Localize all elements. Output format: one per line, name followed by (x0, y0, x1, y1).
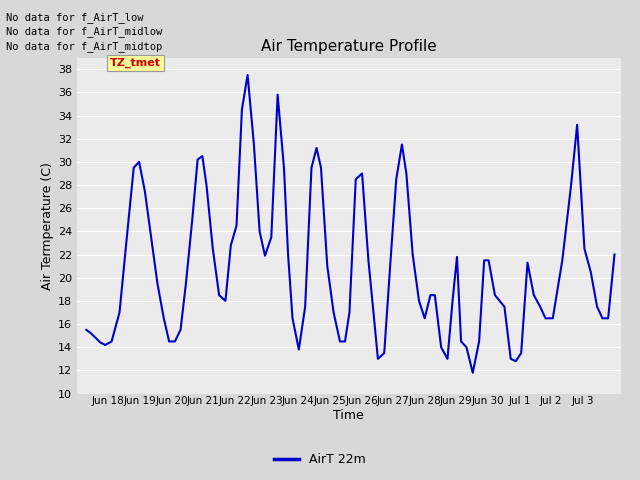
X-axis label: Time: Time (333, 409, 364, 422)
Text: No data for f_AirT_midlow: No data for f_AirT_midlow (6, 26, 163, 37)
Text: No data for f_AirT_midtop: No data for f_AirT_midtop (6, 41, 163, 52)
Y-axis label: Air Termperature (C): Air Termperature (C) (40, 162, 54, 289)
Title: Air Temperature Profile: Air Temperature Profile (261, 39, 436, 54)
Text: TZ_tmet: TZ_tmet (110, 58, 161, 68)
Text: No data for f_AirT_low: No data for f_AirT_low (6, 12, 144, 23)
Legend: AirT 22m: AirT 22m (269, 448, 371, 471)
